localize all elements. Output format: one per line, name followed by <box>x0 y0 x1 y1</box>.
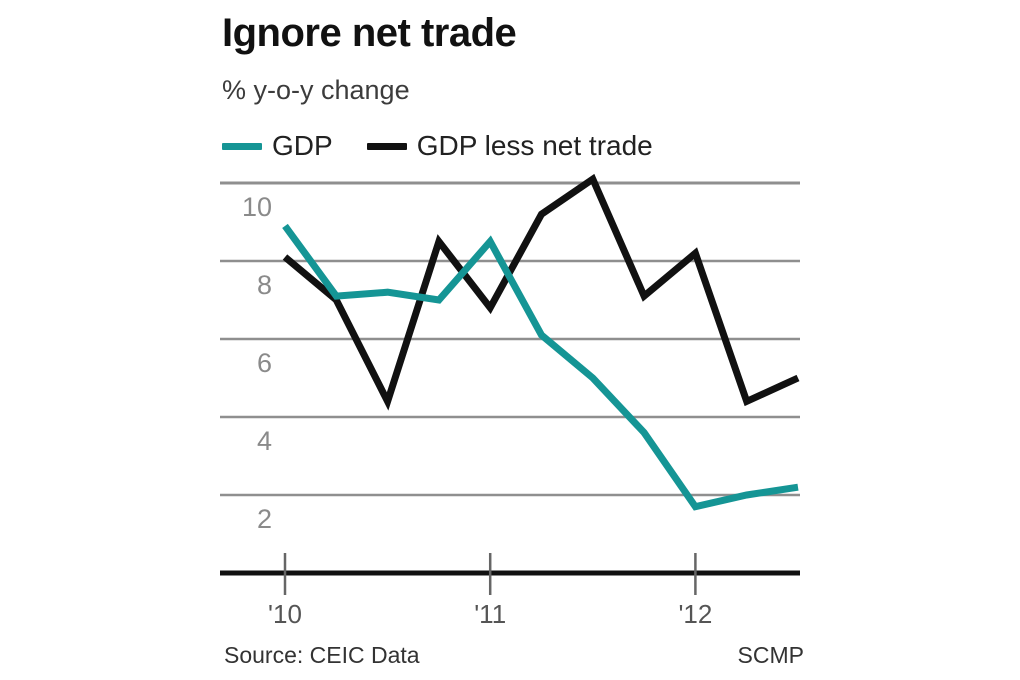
credit-note: SCMP <box>737 642 804 668</box>
y-axis-tick-label: 8 <box>256 270 272 300</box>
series-line-gdp <box>282 223 799 511</box>
y-axis-tick-label: 2 <box>256 504 272 534</box>
y-axis-tick-label: 10 <box>241 192 272 222</box>
legend-item-gdp-less-net-trade: GDP less net trade <box>366 130 653 161</box>
source-note: Source: CEIC Data <box>224 642 420 668</box>
legend-label-gdp: GDP <box>272 130 333 161</box>
series-line-gdp-less-net-trade <box>282 173 800 411</box>
chart-subtitle: % y-o-y change <box>222 75 410 105</box>
x-axis-tick-label: '12 <box>678 599 713 629</box>
legend-label-gdp-less-net-trade: GDP less net trade <box>416 130 653 161</box>
y-axis-tick-label: 6 <box>256 348 272 378</box>
legend-swatch-gdp-less-net-trade <box>366 142 407 150</box>
series-group <box>282 173 800 511</box>
x-axis-tick-label: '10 <box>268 599 302 629</box>
legend-item-gdp: GDP <box>222 132 333 160</box>
x-axis-tick-label: '11 <box>474 599 507 629</box>
gridlines-group <box>220 181 800 497</box>
y-axis-tick-label: 4 <box>256 426 272 456</box>
legend-swatch-gdp <box>222 142 262 150</box>
axis-group <box>220 553 800 595</box>
x-axis-ticks <box>283 553 697 595</box>
chart-legend: GDP GDP less net trade <box>222 132 653 160</box>
page-title: Ignore net trade <box>222 11 517 55</box>
